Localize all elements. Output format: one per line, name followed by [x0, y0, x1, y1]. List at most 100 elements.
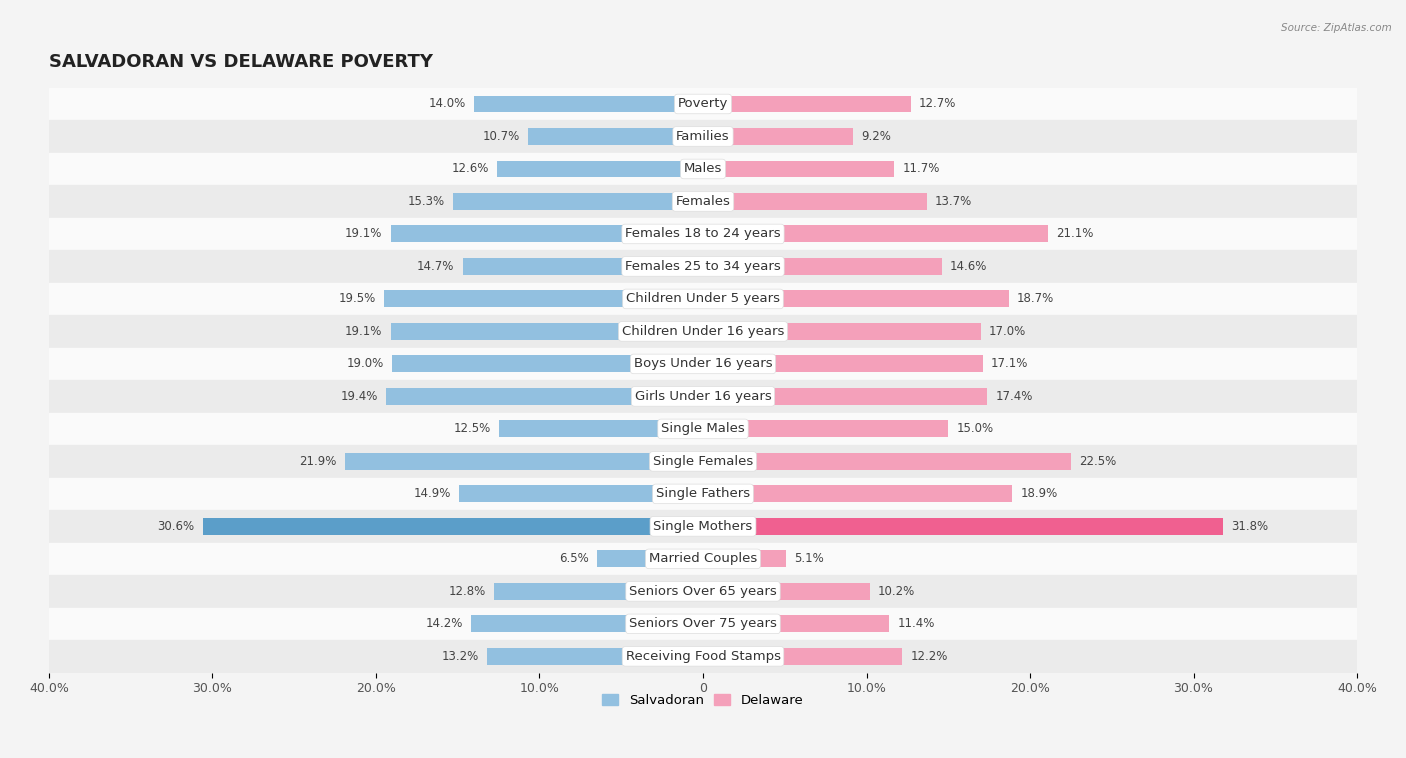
Bar — [344, 453, 703, 470]
Text: 19.5%: 19.5% — [339, 293, 375, 305]
Bar — [703, 615, 890, 632]
Text: 19.0%: 19.0% — [347, 358, 384, 371]
Text: 15.3%: 15.3% — [408, 195, 444, 208]
Text: 12.8%: 12.8% — [449, 585, 485, 598]
Bar — [385, 388, 703, 405]
Text: 14.9%: 14.9% — [413, 487, 451, 500]
Text: 11.7%: 11.7% — [903, 162, 939, 175]
Text: 21.1%: 21.1% — [1056, 227, 1094, 240]
Bar — [596, 550, 703, 567]
Bar — [496, 161, 703, 177]
Bar — [703, 550, 786, 567]
Text: Single Females: Single Females — [652, 455, 754, 468]
Text: 11.4%: 11.4% — [897, 617, 935, 631]
Bar — [49, 283, 1357, 315]
Text: Males: Males — [683, 162, 723, 175]
Text: 12.2%: 12.2% — [911, 650, 948, 662]
Text: 15.0%: 15.0% — [956, 422, 994, 435]
Bar — [49, 381, 1357, 412]
Bar — [460, 485, 703, 503]
Text: 21.9%: 21.9% — [299, 455, 337, 468]
Text: 14.6%: 14.6% — [950, 260, 987, 273]
Text: Single Males: Single Males — [661, 422, 745, 435]
Bar — [49, 185, 1357, 218]
Text: Females 18 to 24 years: Females 18 to 24 years — [626, 227, 780, 240]
Bar — [49, 88, 1357, 121]
Bar — [703, 485, 1012, 503]
Text: Single Mothers: Single Mothers — [654, 520, 752, 533]
Bar — [703, 583, 870, 600]
Bar — [703, 193, 927, 210]
Bar — [49, 510, 1357, 543]
Text: Receiving Food Stamps: Receiving Food Stamps — [626, 650, 780, 662]
Bar — [488, 648, 703, 665]
Text: 14.7%: 14.7% — [418, 260, 454, 273]
Bar — [384, 290, 703, 308]
Bar — [391, 323, 703, 340]
Text: Single Fathers: Single Fathers — [657, 487, 749, 500]
Text: 5.1%: 5.1% — [794, 553, 824, 565]
Text: 12.5%: 12.5% — [453, 422, 491, 435]
Bar — [391, 225, 703, 243]
Text: 18.9%: 18.9% — [1021, 487, 1057, 500]
Text: 31.8%: 31.8% — [1232, 520, 1268, 533]
Bar — [494, 583, 703, 600]
Bar — [49, 543, 1357, 575]
Text: 17.0%: 17.0% — [990, 325, 1026, 338]
Text: 13.2%: 13.2% — [441, 650, 479, 662]
Bar — [49, 121, 1357, 152]
Text: Married Couples: Married Couples — [650, 553, 756, 565]
Text: 22.5%: 22.5% — [1078, 455, 1116, 468]
Bar — [703, 453, 1071, 470]
Text: 10.7%: 10.7% — [482, 130, 520, 143]
Bar — [529, 128, 703, 145]
Text: 12.6%: 12.6% — [451, 162, 489, 175]
Bar — [703, 421, 948, 437]
Text: SALVADORAN VS DELAWARE POVERTY: SALVADORAN VS DELAWARE POVERTY — [49, 53, 433, 71]
Text: 10.2%: 10.2% — [877, 585, 915, 598]
Bar — [49, 640, 1357, 672]
Bar — [703, 648, 903, 665]
Bar — [703, 161, 894, 177]
Text: Seniors Over 75 years: Seniors Over 75 years — [628, 617, 778, 631]
Text: 19.1%: 19.1% — [344, 325, 382, 338]
Bar — [703, 258, 942, 275]
Text: 9.2%: 9.2% — [862, 130, 891, 143]
Bar — [49, 478, 1357, 510]
Legend: Salvadoran, Delaware: Salvadoran, Delaware — [598, 689, 808, 713]
Text: 14.2%: 14.2% — [425, 617, 463, 631]
Bar — [49, 608, 1357, 640]
Bar — [49, 445, 1357, 478]
Bar — [703, 323, 981, 340]
Bar — [499, 421, 703, 437]
Bar — [202, 518, 703, 535]
Text: 30.6%: 30.6% — [157, 520, 194, 533]
Text: Children Under 16 years: Children Under 16 years — [621, 325, 785, 338]
Text: 17.1%: 17.1% — [991, 358, 1028, 371]
Text: Source: ZipAtlas.com: Source: ZipAtlas.com — [1281, 23, 1392, 33]
Text: 19.4%: 19.4% — [340, 390, 378, 403]
Text: Boys Under 16 years: Boys Under 16 years — [634, 358, 772, 371]
Bar — [703, 128, 853, 145]
Text: Girls Under 16 years: Girls Under 16 years — [634, 390, 772, 403]
Bar — [703, 388, 987, 405]
Bar — [49, 348, 1357, 381]
Text: 13.7%: 13.7% — [935, 195, 973, 208]
Bar — [703, 96, 911, 112]
Text: 12.7%: 12.7% — [918, 98, 956, 111]
Bar — [703, 225, 1047, 243]
Text: Poverty: Poverty — [678, 98, 728, 111]
Text: 14.0%: 14.0% — [429, 98, 465, 111]
Bar — [49, 412, 1357, 445]
Bar — [703, 518, 1223, 535]
Bar — [49, 575, 1357, 608]
Bar — [463, 258, 703, 275]
Bar — [392, 356, 703, 372]
Text: Families: Families — [676, 130, 730, 143]
Bar — [453, 193, 703, 210]
Bar — [703, 290, 1008, 308]
Bar — [49, 250, 1357, 283]
Bar — [49, 152, 1357, 185]
Text: 17.4%: 17.4% — [995, 390, 1033, 403]
Text: Females 25 to 34 years: Females 25 to 34 years — [626, 260, 780, 273]
